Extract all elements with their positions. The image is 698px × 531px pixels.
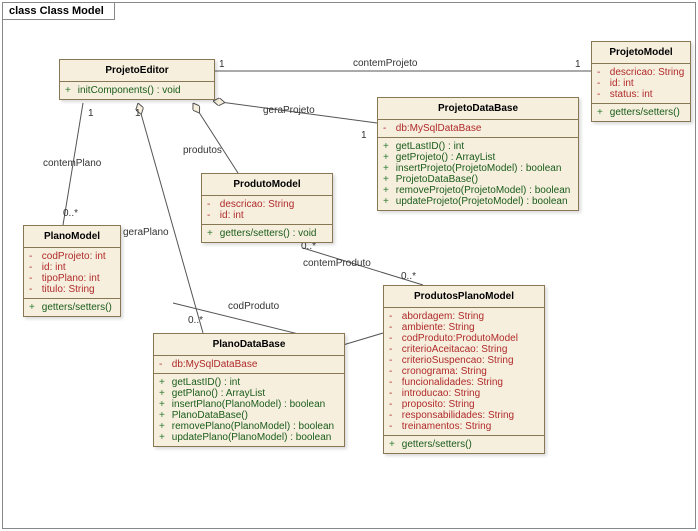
method-row: + updateProjeto(ProjetoModel) : boolean: [383, 196, 573, 207]
attribute-row: - ambiente: String: [389, 322, 539, 333]
attribute-row: - introducao: String: [389, 388, 539, 399]
edge-label: geraProjeto: [263, 105, 315, 116]
class-title: ProdutosPlanoModel: [384, 286, 544, 308]
method-row: + ProjetoDataBase(): [383, 174, 573, 185]
class-plano-database: PlanoDataBase - db:MySqlDataBase + getLast…: [153, 333, 345, 447]
attribute-row: - db:MySqlDataBase: [383, 123, 573, 134]
class-title: PlanoDataBase: [154, 334, 344, 356]
methods-section: + getters/setters() : void: [202, 225, 332, 242]
attribute-row: - db:MySqlDataBase: [159, 359, 339, 370]
class-produtos-plano-model: ProdutosPlanoModel- abordagem: String- a…: [383, 285, 545, 454]
attribute-row: - criterioSuspencao: String: [389, 355, 539, 366]
method-row: + removeProjeto(ProjetoModel) : boolean: [383, 185, 573, 196]
attribute-row: - abordagem: String: [389, 311, 539, 322]
attribute-row: - codProjeto: int: [29, 251, 115, 262]
method-row: + insertProjeto(ProjetoModel) : boolean: [383, 163, 573, 174]
methods-section: + getters/setters(): [384, 436, 544, 453]
class-projeto-editor: ProjetoEditor + initComponents() : void: [59, 59, 215, 100]
methods-section: + getters/setters(): [592, 104, 690, 121]
attributes-section: - abordagem: String- ambiente: String- c…: [384, 308, 544, 436]
attribute-row: - tipoPlano: int: [29, 273, 115, 284]
attribute-row: - proposito: String: [389, 399, 539, 410]
class-title: ProjetoModel: [592, 42, 690, 64]
method-row: + insertPlano(PlanoModel) : boolean: [159, 399, 339, 410]
class-projeto-database: ProjetoDataBase - db:MySqlDataBase + getLa…: [377, 97, 579, 211]
mult: 1: [88, 108, 94, 119]
attribute-row: - treinamentos: String: [389, 421, 539, 432]
attribute-row: - funcionalidades: String: [389, 377, 539, 388]
edge-label: contemPlano: [43, 158, 101, 169]
attribute-row: - cronograma: String: [389, 366, 539, 377]
attribute-row: - descricao: String: [207, 199, 327, 210]
method-row: + PlanoDataBase(): [159, 410, 339, 421]
attribute-row: - criterioAceitacao: String: [389, 344, 539, 355]
attribute-row: - responsabilidades: String: [389, 410, 539, 421]
edge-label: codProduto: [228, 301, 279, 312]
edge-label: geraPlano: [123, 227, 169, 238]
mult: 1: [135, 108, 141, 119]
mult: 0..*: [188, 315, 203, 326]
class-title: PlanoModel: [24, 226, 120, 248]
method-row: + removePlano(PlanoModel) : boolean: [159, 421, 339, 432]
mult: 0..*: [63, 208, 78, 219]
frame-title: class Class Model: [3, 3, 115, 20]
attribute-row: - id: int: [207, 210, 327, 221]
attributes-section: - db:MySqlDataBase: [154, 356, 344, 374]
method-row: + getters/setters(): [29, 302, 115, 313]
method-row: + initComponents() : void: [65, 85, 209, 96]
method-row: + updatePlano(PlanoModel) : boolean: [159, 432, 339, 443]
mult: 1: [361, 130, 367, 141]
uml-frame: class Class Model contemProjeto 1 1 gera…: [2, 2, 696, 529]
attribute-row: - codProduto:ProdutoModel: [389, 333, 539, 344]
attribute-row: - id: int: [29, 262, 115, 273]
methods-section: + getLastID() : int+ getProjeto() : Arra…: [378, 138, 578, 210]
class-produto-model: ProdutoModel- descricao: String- id: int…: [201, 173, 333, 243]
attributes-section: - descricao: String- id: int: [202, 196, 332, 225]
class-title: ProdutoModel: [202, 174, 332, 196]
mult: 1: [575, 59, 581, 70]
edge-label: contemProduto: [303, 258, 371, 269]
methods-section: + getLastID() : int+ getPlano() : ArrayL…: [154, 374, 344, 446]
method-row: + getPlano() : ArrayList: [159, 388, 339, 399]
method-row: + getters/setters(): [597, 107, 685, 118]
method-row: + getLastID() : int: [383, 141, 573, 152]
class-title: ProjetoDataBase: [378, 98, 578, 120]
attribute-row: - descricao: String: [597, 67, 685, 78]
method-row: + getters/setters() : void: [207, 228, 327, 239]
class-plano-model: PlanoModel- codProjeto: int- id: int- ti…: [23, 225, 121, 317]
attribute-row: - status: int: [597, 89, 685, 100]
method-row: + getters/setters(): [389, 439, 539, 450]
attributes-section: - codProjeto: int- id: int- tipoPlano: i…: [24, 248, 120, 299]
attribute-row: - id: int: [597, 78, 685, 89]
methods-section: + getters/setters(): [24, 299, 120, 316]
mult: 0..*: [401, 271, 416, 282]
attribute-row: - titulo: String: [29, 284, 115, 295]
edge-label: produtos: [183, 145, 222, 156]
edge-label: contemProjeto: [353, 58, 417, 69]
method-row: + getProjeto() : ArrayList: [383, 152, 573, 163]
method-row: + getLastID() : int: [159, 377, 339, 388]
methods-section: + initComponents() : void: [60, 82, 214, 99]
attributes-section: - db:MySqlDataBase: [378, 120, 578, 138]
attributes-section: - descricao: String- id: int- status: in…: [592, 64, 690, 104]
mult: 1: [219, 59, 225, 70]
class-projeto-model: ProjetoModel- descricao: String- id: int…: [591, 41, 691, 122]
class-title: ProjetoEditor: [60, 60, 214, 82]
